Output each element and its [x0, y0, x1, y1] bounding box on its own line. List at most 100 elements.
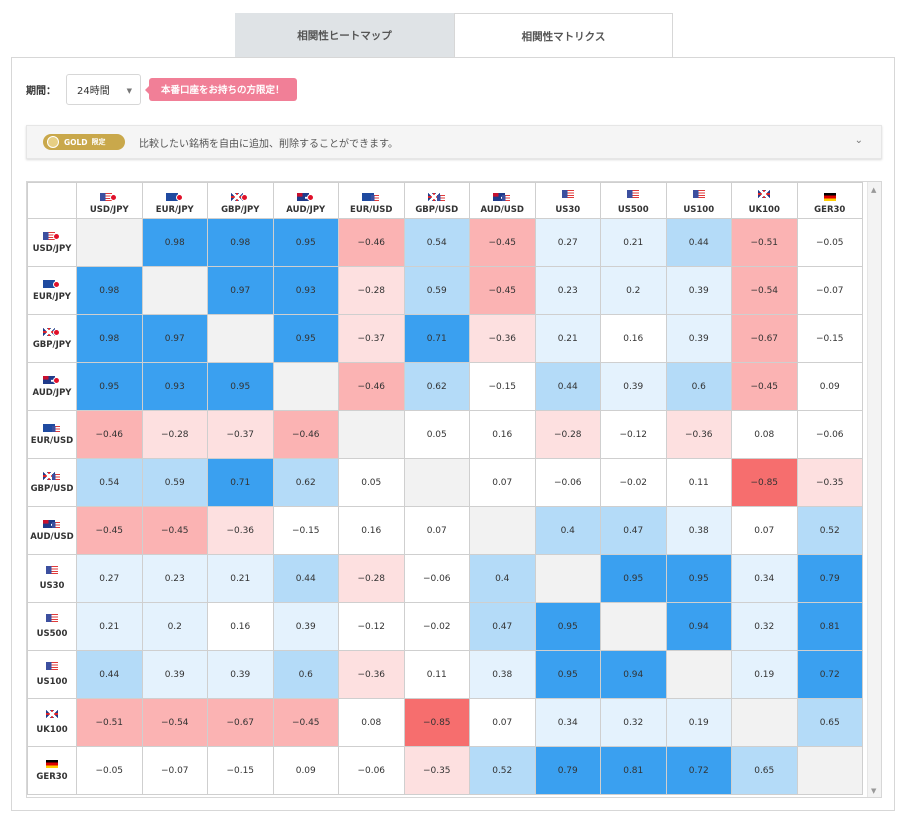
futures-tag-icon — [28, 720, 76, 724]
flag-icon — [43, 566, 61, 575]
correlation-cell: −0.46 — [76, 410, 143, 459]
column-header: UK100 — [731, 182, 798, 219]
correlation-cell: −0.37 — [338, 314, 405, 363]
correlation-cell: −0.67 — [731, 314, 798, 363]
correlation-cell: 0.27 — [534, 218, 601, 267]
flag-icon — [43, 471, 61, 481]
column-header: AUD/USD — [469, 182, 536, 219]
correlation-cell: −0.36 — [338, 650, 405, 699]
correlation-cell: −0.54 — [731, 266, 798, 315]
correlation-cell: 0.97 — [207, 266, 274, 315]
correlation-cell: 0.39 — [665, 314, 732, 363]
correlation-cell: 0.34 — [534, 698, 601, 747]
gold-info-bar[interactable]: GOLD 限定 比較したい銘柄を自由に追加、削除することができます。 ⌄ — [26, 125, 882, 159]
correlation-cell: 0.62 — [403, 362, 470, 411]
correlation-cell: 0.07 — [403, 506, 470, 555]
table-row: AUD/JPY 0.95 0.93 0.95 −0.46 0.62 −0.15 0.44 0.3… — [27, 362, 863, 411]
correlation-cell: 0.32 — [731, 602, 798, 651]
correlation-cell: −0.85 — [403, 698, 470, 747]
correlation-cell: 0.81 — [600, 746, 667, 795]
correlation-cell: 0.54 — [76, 458, 143, 507]
correlation-cell: 0.65 — [731, 746, 798, 795]
correlation-cell: −0.15 — [796, 314, 863, 363]
table-row: UK100 −0.51 −0.54 −0.67 −0.45 0.08 −0.85 0.07 0.… — [27, 698, 863, 747]
correlation-cell: 0.52 — [796, 506, 863, 555]
table-row: US30 0.27 0.23 0.21 0.44 −0.28 −0.06 0.4 0.95 0.9… — [27, 554, 863, 603]
correlation-cell: −0.35 — [796, 458, 863, 507]
correlation-cell: −0.05 — [76, 746, 143, 795]
correlation-cell — [796, 746, 863, 795]
correlation-cell: −0.06 — [534, 458, 601, 507]
correlation-cell: 0.05 — [338, 458, 405, 507]
row-header: GER30 — [27, 746, 77, 795]
column-header-label: GBP/USD — [415, 205, 459, 215]
column-header: GBP/USD — [403, 182, 470, 219]
period-select[interactable]: 24時間 ▼ — [66, 73, 141, 105]
correlation-cell: −0.45 — [272, 698, 339, 747]
row-header-label: EUR/JPY — [33, 291, 71, 302]
correlation-cell: −0.46 — [338, 218, 405, 267]
tab-heatmap[interactable]: 相関性ヒートマップ — [235, 13, 454, 58]
table-row: EUR/JPY 0.98 0.97 0.93 −0.28 0.59 −0.45 0.23 0.2… — [27, 266, 863, 315]
chevron-down-icon[interactable]: ⌄ — [854, 135, 863, 146]
correlation-cell: 0.95 — [272, 314, 339, 363]
correlation-cell: 0.11 — [665, 458, 732, 507]
correlation-cell: 0.47 — [469, 602, 536, 651]
column-header: AUD/JPY — [272, 182, 339, 219]
column-header-label: GER30 — [814, 205, 846, 215]
correlation-cell: 0.98 — [207, 218, 274, 267]
correlation-cell: 0.44 — [534, 362, 601, 411]
correlation-cell: 0.19 — [665, 698, 732, 747]
correlation-cell: 0.27 — [76, 554, 143, 603]
correlation-cell: 0.16 — [207, 602, 274, 651]
row-header-label: GBP/JPY — [32, 339, 72, 350]
correlation-cell: 0.79 — [796, 554, 863, 603]
column-header: US30 — [534, 182, 601, 219]
correlation-cell: −0.12 — [600, 410, 667, 459]
row-header: EUR/USD — [27, 410, 77, 459]
row-header-label: EUR/USD — [30, 435, 74, 446]
row-header-label: UK100 — [36, 725, 68, 735]
correlation-cell: 0.72 — [796, 650, 863, 699]
correlation-cell: 0.4 — [469, 554, 536, 603]
correlation-cell: 0.39 — [207, 650, 274, 699]
correlation-cell: 0.08 — [338, 698, 405, 747]
row-header-label: US30 — [39, 581, 65, 591]
row-header-label: AUD/USD — [30, 531, 74, 542]
correlation-cell: −0.36 — [665, 410, 732, 459]
row-header-label: GBP/USD — [30, 483, 74, 494]
column-header: EUR/USD — [338, 182, 405, 219]
correlation-cell: 0.95 — [272, 218, 339, 267]
correlation-cell: −0.45 — [469, 218, 536, 267]
correlation-cell: 0.21 — [76, 602, 143, 651]
correlation-cell: 0.09 — [272, 746, 339, 795]
scroll-down-icon[interactable]: ▼ — [871, 787, 877, 795]
correlation-cell — [469, 506, 536, 555]
correlation-cell: 0.79 — [534, 746, 601, 795]
row-header-label: US500 — [36, 629, 68, 639]
correlation-cell — [141, 266, 208, 315]
row-header: GBP/USD — [27, 458, 77, 507]
correlation-cell: 0.44 — [665, 218, 732, 267]
tab-matrix[interactable]: 相関性マトリクス — [454, 13, 673, 59]
correlation-cell: 0.11 — [403, 650, 470, 699]
correlation-cell: 0.93 — [272, 266, 339, 315]
correlation-cell: 0.44 — [76, 650, 143, 699]
flag-icon — [165, 193, 184, 202]
column-header-label: EUR/USD — [350, 205, 393, 215]
flag-icon — [427, 193, 446, 202]
scroll-up-icon[interactable]: ▲ — [871, 186, 877, 194]
correlation-cell: 0.81 — [796, 602, 863, 651]
correlation-table: USD/JPY EUR/JPY GBP/JPY AUD/JPY EUR/USD GBP/U… — [27, 182, 863, 795]
correlation-cell: 0.98 — [76, 314, 143, 363]
correlation-cell: 0.95 — [76, 362, 143, 411]
correlation-cell: 0.95 — [207, 362, 274, 411]
vertical-scrollbar[interactable]: ▲ ▼ — [867, 182, 881, 797]
flag-icon — [821, 193, 839, 202]
correlation-cell — [272, 362, 339, 411]
correlation-cell: −0.06 — [338, 746, 405, 795]
correlation-cell: 0.38 — [469, 650, 536, 699]
flag-icon — [43, 614, 61, 623]
correlation-cell — [338, 410, 405, 459]
row-header-label: USD/JPY — [32, 243, 72, 254]
